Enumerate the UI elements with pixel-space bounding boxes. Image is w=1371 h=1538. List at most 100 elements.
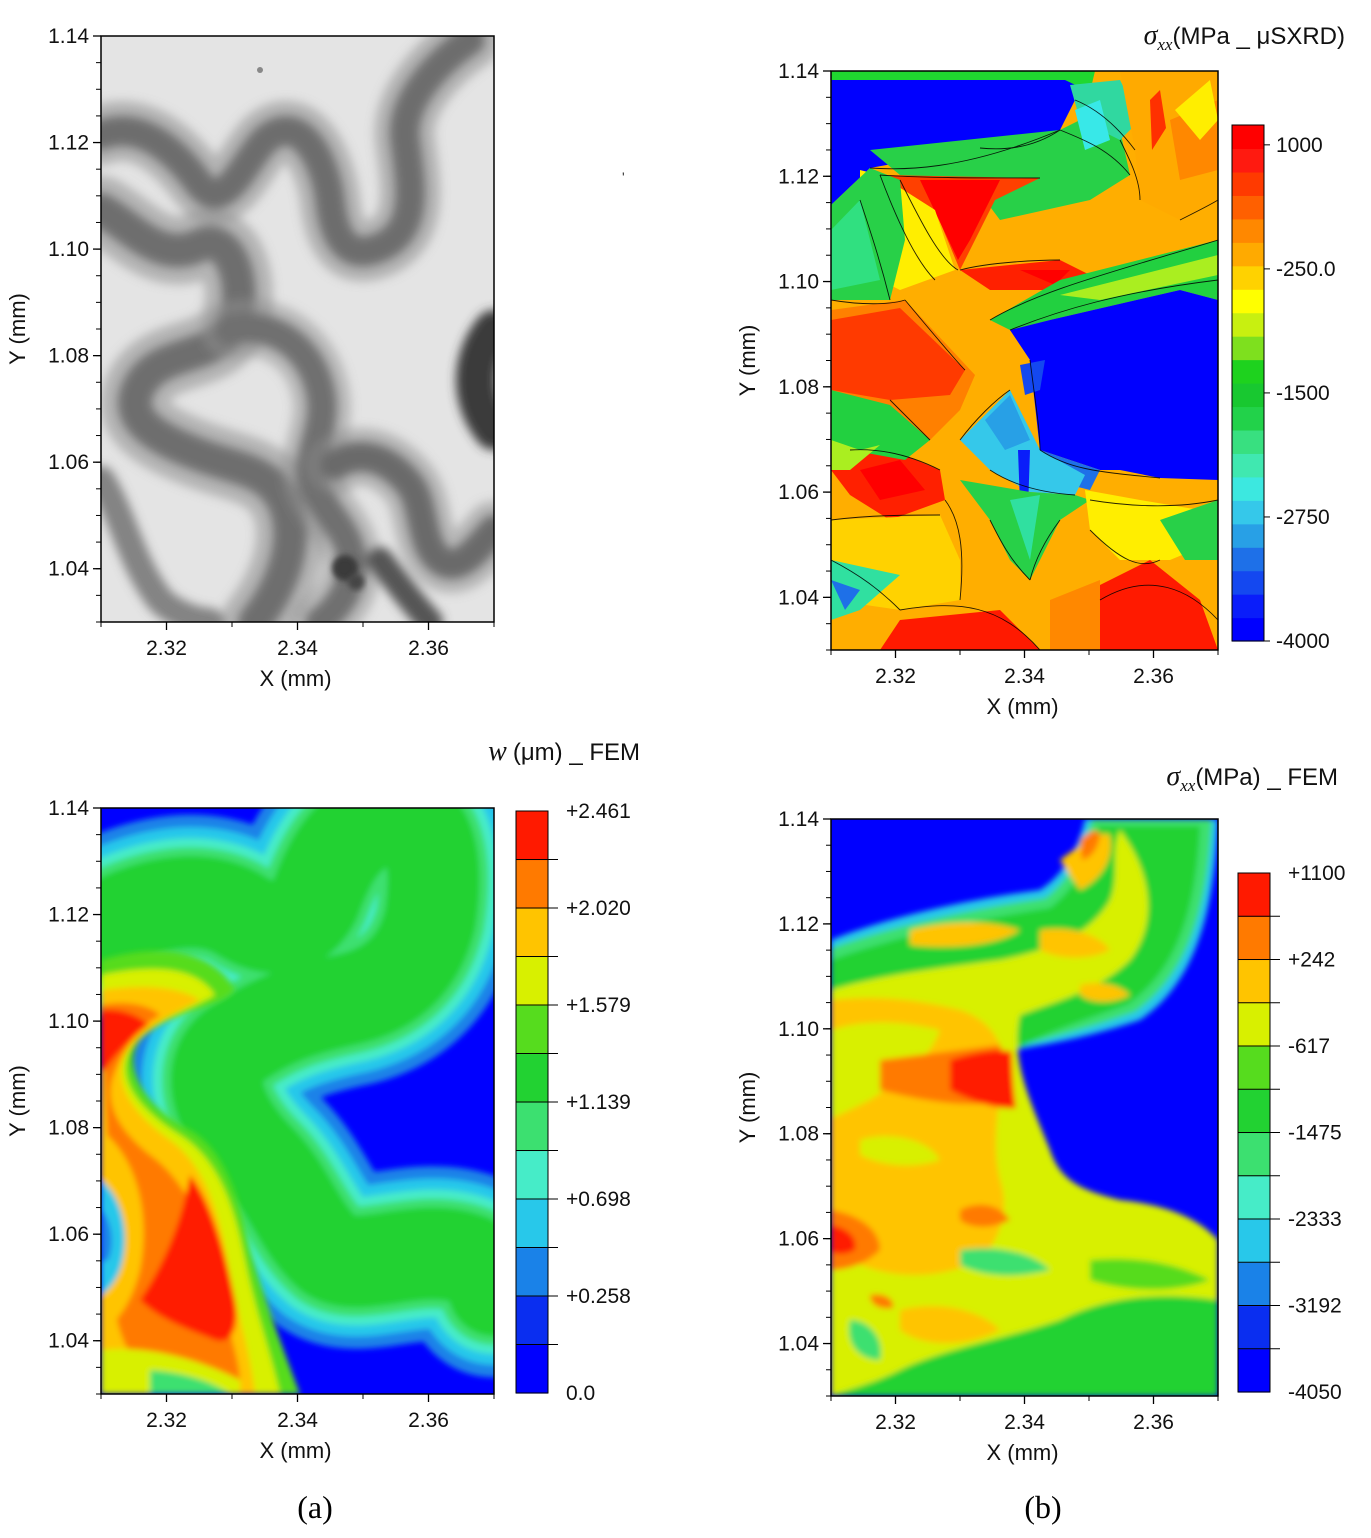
axes-tl: 2.32 2.34 2.36 1.04 1.06 1.08 1.10 1.12 1.14 X (m… [5,25,495,691]
subfigure-label-a: (a) [297,1489,333,1525]
panel-title-bl: w (μm) _ FEM [488,736,640,767]
colorbar-label: -2750 [1276,506,1330,529]
axes-tr: 2.32 2.34 2.36 1.04 1.06 1.08 1.10 1.12 1.14 X (m… [735,60,1219,719]
x-tick-label: 2.36 [408,637,449,660]
x-tick-label: 2.34 [1004,1411,1045,1434]
colorbar-segment [1232,594,1264,619]
colorbar-label: -1475 [1288,1122,1342,1145]
colorbar-segment [1232,359,1264,384]
y-tick-label: 1.12 [778,913,819,936]
colorbar-segment [1232,476,1264,501]
x-tick-label: 2.32 [146,1409,187,1432]
colorbar-label: +0.698 [566,1188,631,1211]
y-axis-title: Y (mm) [735,325,760,397]
colorbar-segment [1232,265,1264,290]
y-tick-label: 1.14 [778,808,819,831]
colorbar-segment [516,1005,548,1055]
colorbar-segment [1232,429,1264,454]
colorbar-label: -4050 [1288,1381,1342,1404]
y-tick-label: 1.12 [778,165,819,188]
y-tick-label: 1.08 [778,376,819,399]
colorbar-tr: 1000 -250.0 -1500 -2750 -4000 [1231,124,1336,653]
colorbar-segment [1232,195,1264,220]
colorbar-segment [1238,1175,1270,1220]
y-tick-label: 1.04 [778,1333,819,1356]
panel-title-tr: σxx(MPa _ μSXRD) [1144,20,1345,54]
colorbar-segment [1238,873,1270,917]
colorbar-label: +2.020 [566,897,631,920]
colorbar-segment [516,1150,548,1200]
deflection-contour-fem [101,808,494,1394]
panel-tl: 2.32 2.34 2.36 1.04 1.06 1.08 1.10 1.12 1.14 X (m… [5,25,495,691]
y-tick-label: 1.06 [778,481,819,504]
colorbar-segment [516,1102,548,1152]
y-tick-label: 1.12 [48,132,89,155]
y-tick-label: 1.10 [48,1010,89,1033]
colorbar-label: +1.139 [566,1091,631,1114]
colorbar-label: -1500 [1276,382,1330,405]
colorbar-segment [1238,1219,1270,1263]
colorbar-br: +1100 +242 -617 -1475 -2333 -3192 -4050 [1237,862,1345,1404]
colorbar-segment [1232,570,1264,595]
x-axis-title: X (mm) [986,1440,1058,1465]
colorbar-segment [1238,1348,1270,1393]
y-tick-label: 1.14 [48,797,89,820]
y-tick-label: 1.08 [778,1123,819,1146]
colorbar-segment [1232,547,1264,572]
x-axis-title: X (mm) [259,1438,331,1463]
colorbar-label: +242 [1288,949,1335,972]
y-tick-label: 1.12 [48,904,89,927]
x-tick-label: 2.34 [277,1409,318,1432]
colorbar-segment [1238,1002,1270,1047]
y-axis-title: Y (mm) [5,293,30,365]
colorbar-segment [1232,312,1264,337]
colorbar-label: -3192 [1288,1295,1342,1318]
y-tick-label: 1.06 [48,451,89,474]
y-tick-label: 1.08 [48,345,89,368]
colorbar-label: +1100 [1288,862,1345,885]
x-tick-label: 2.36 [408,1409,449,1432]
x-axis-title: X (mm) [259,666,331,691]
colorbar-frame [1231,124,1265,642]
colorbar-label: +2.461 [566,800,631,823]
axes-bl: 2.32 2.34 2.36 1.04 1.06 1.08 1.10 1.12 1.14 X (m… [5,797,495,1463]
colorbar-segment [1238,1046,1270,1090]
colorbar-segment [1238,916,1270,961]
colorbar-label: 1000 [1276,134,1323,157]
colorbar-label: -617 [1288,1035,1330,1058]
x-tick-label: 2.34 [1004,665,1045,688]
x-tick-label: 2.32 [875,1411,916,1434]
x-tick-label: 2.32 [146,637,187,660]
colorbar-segment [1232,453,1264,478]
colorbar-segment [1232,289,1264,314]
stress-contour-fem [831,819,1218,1396]
colorbar-segment [516,1344,548,1394]
colorbar-segment [1232,500,1264,525]
colorbar-segment [1232,171,1264,196]
y-tick-label: 1.10 [48,238,89,261]
colorbar-label: +0.258 [566,1285,631,1308]
colorbar-segment [1238,1262,1270,1307]
colorbar-segment [1232,125,1264,150]
colorbar-segment [1238,1089,1270,1134]
y-axis-title: Y (mm) [735,1072,760,1144]
y-tick-label: 1.06 [778,1228,819,1251]
x-tick-label: 2.36 [1133,665,1174,688]
colorbar-segment [1232,242,1264,267]
colorbar-segment [1238,959,1270,1004]
y-tick-label: 1.04 [48,558,89,581]
colorbar-label: -4000 [1276,630,1330,653]
colorbar-segment [1232,148,1264,173]
colorbar-segment [1232,406,1264,431]
y-tick-label: 1.08 [48,1117,89,1140]
colorbar-label: -250.0 [1276,258,1336,281]
panel-tr: 2.32 2.34 2.36 1.04 1.06 1.08 1.10 1.12 1.14 X (m… [735,20,1345,719]
y-tick-label: 1.06 [48,1223,89,1246]
colorbar-segment [1238,1305,1270,1350]
stress-contour-sxrd [831,71,1218,650]
colorbar-segment [516,1296,548,1346]
y-tick-label: 1.04 [778,586,819,609]
colorbar-frame [515,810,549,1394]
y-tick-label: 1.10 [778,271,819,294]
x-tick-label: 2.34 [277,637,318,660]
